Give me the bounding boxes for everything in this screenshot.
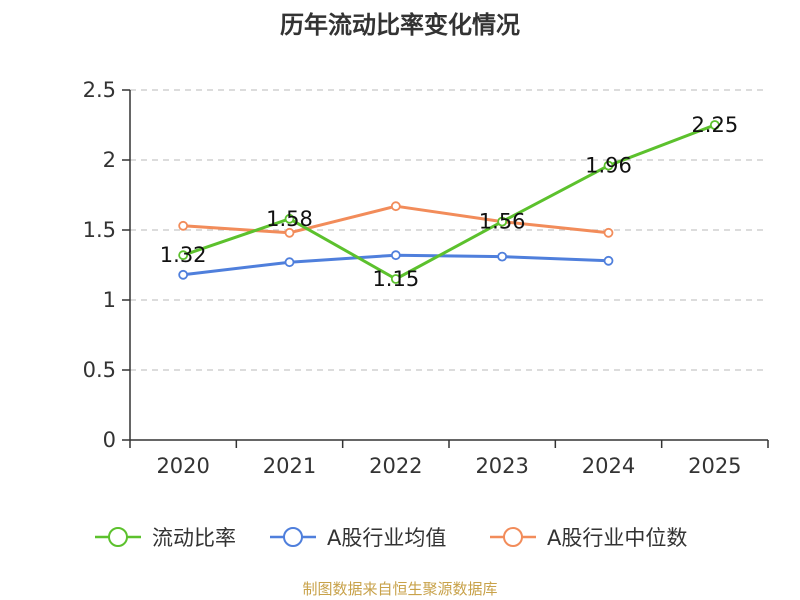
legend[interactable]: 流动比率 A股行业均值 A股行业中位数: [95, 526, 687, 550]
data-point[interactable]: [497, 251, 508, 262]
data-label: 1.56: [479, 210, 526, 234]
y-tick-label: 2.5: [83, 78, 116, 102]
legend-label: 流动比率: [152, 526, 236, 550]
legend-label: A股行业中位数: [547, 526, 687, 550]
legend-item[interactable]: A股行业中位数: [490, 526, 687, 550]
x-tick-label: 2021: [263, 454, 316, 478]
source-note: 制图数据来自恒生聚源数据库: [302, 580, 497, 598]
x-axis-ticks: 2020 2021 2022 2023 2024 2025: [129, 440, 769, 478]
data-point[interactable]: [284, 213, 295, 224]
x-tick-label: 2025: [688, 454, 741, 478]
legend-marker-icon: [108, 527, 128, 547]
y-tick-label: 1.5: [83, 218, 116, 242]
grid-lines: [130, 89, 768, 371]
y-tick-label: 0.5: [83, 358, 116, 382]
data-point[interactable]: [178, 250, 189, 261]
x-tick-label: 2023: [475, 454, 528, 478]
data-point[interactable]: [390, 250, 401, 261]
data-label: 1.58: [266, 207, 313, 231]
series-group: [178, 120, 720, 284]
data-point[interactable]: [603, 255, 614, 266]
legend-marker-icon: [283, 527, 303, 547]
y-tick-label: 0: [103, 428, 116, 452]
data-label: 2.25: [691, 113, 738, 137]
legend-label: A股行业均值: [327, 526, 446, 550]
data-point[interactable]: [497, 216, 508, 227]
x-tick-label: 2024: [582, 454, 635, 478]
series-2: [178, 201, 614, 238]
series-0: [178, 120, 720, 284]
y-axis-ticks: 0 0.5 1 1.5 2 2.5: [83, 78, 130, 452]
legend-marker-icon: [503, 527, 523, 547]
data-point[interactable]: [603, 227, 614, 238]
data-point[interactable]: [603, 160, 614, 171]
x-tick-label: 2020: [156, 454, 209, 478]
y-tick-label: 1: [103, 288, 116, 312]
data-point[interactable]: [709, 120, 720, 130]
series-line: [182, 123, 716, 281]
data-label: 1.96: [585, 154, 632, 178]
data-point[interactable]: [390, 274, 401, 284]
legend-item[interactable]: 流动比率: [95, 526, 236, 550]
data-point[interactable]: [390, 201, 401, 212]
data-label: 1.32: [160, 243, 207, 267]
data-label: 1.15: [372, 267, 419, 291]
chart-title: 历年流动比率变化情况: [280, 11, 520, 39]
data-point[interactable]: [284, 227, 295, 238]
legend-item[interactable]: A股行业均值: [270, 526, 446, 550]
x-tick-label: 2022: [369, 454, 422, 478]
data-labels: 1.32 1.58 1.15 1.56 1.96 2.25: [160, 113, 738, 291]
series-1: [178, 250, 614, 280]
data-point[interactable]: [284, 257, 295, 268]
data-point[interactable]: [178, 269, 189, 280]
y-tick-label: 2: [103, 148, 116, 172]
data-point[interactable]: [178, 220, 189, 231]
